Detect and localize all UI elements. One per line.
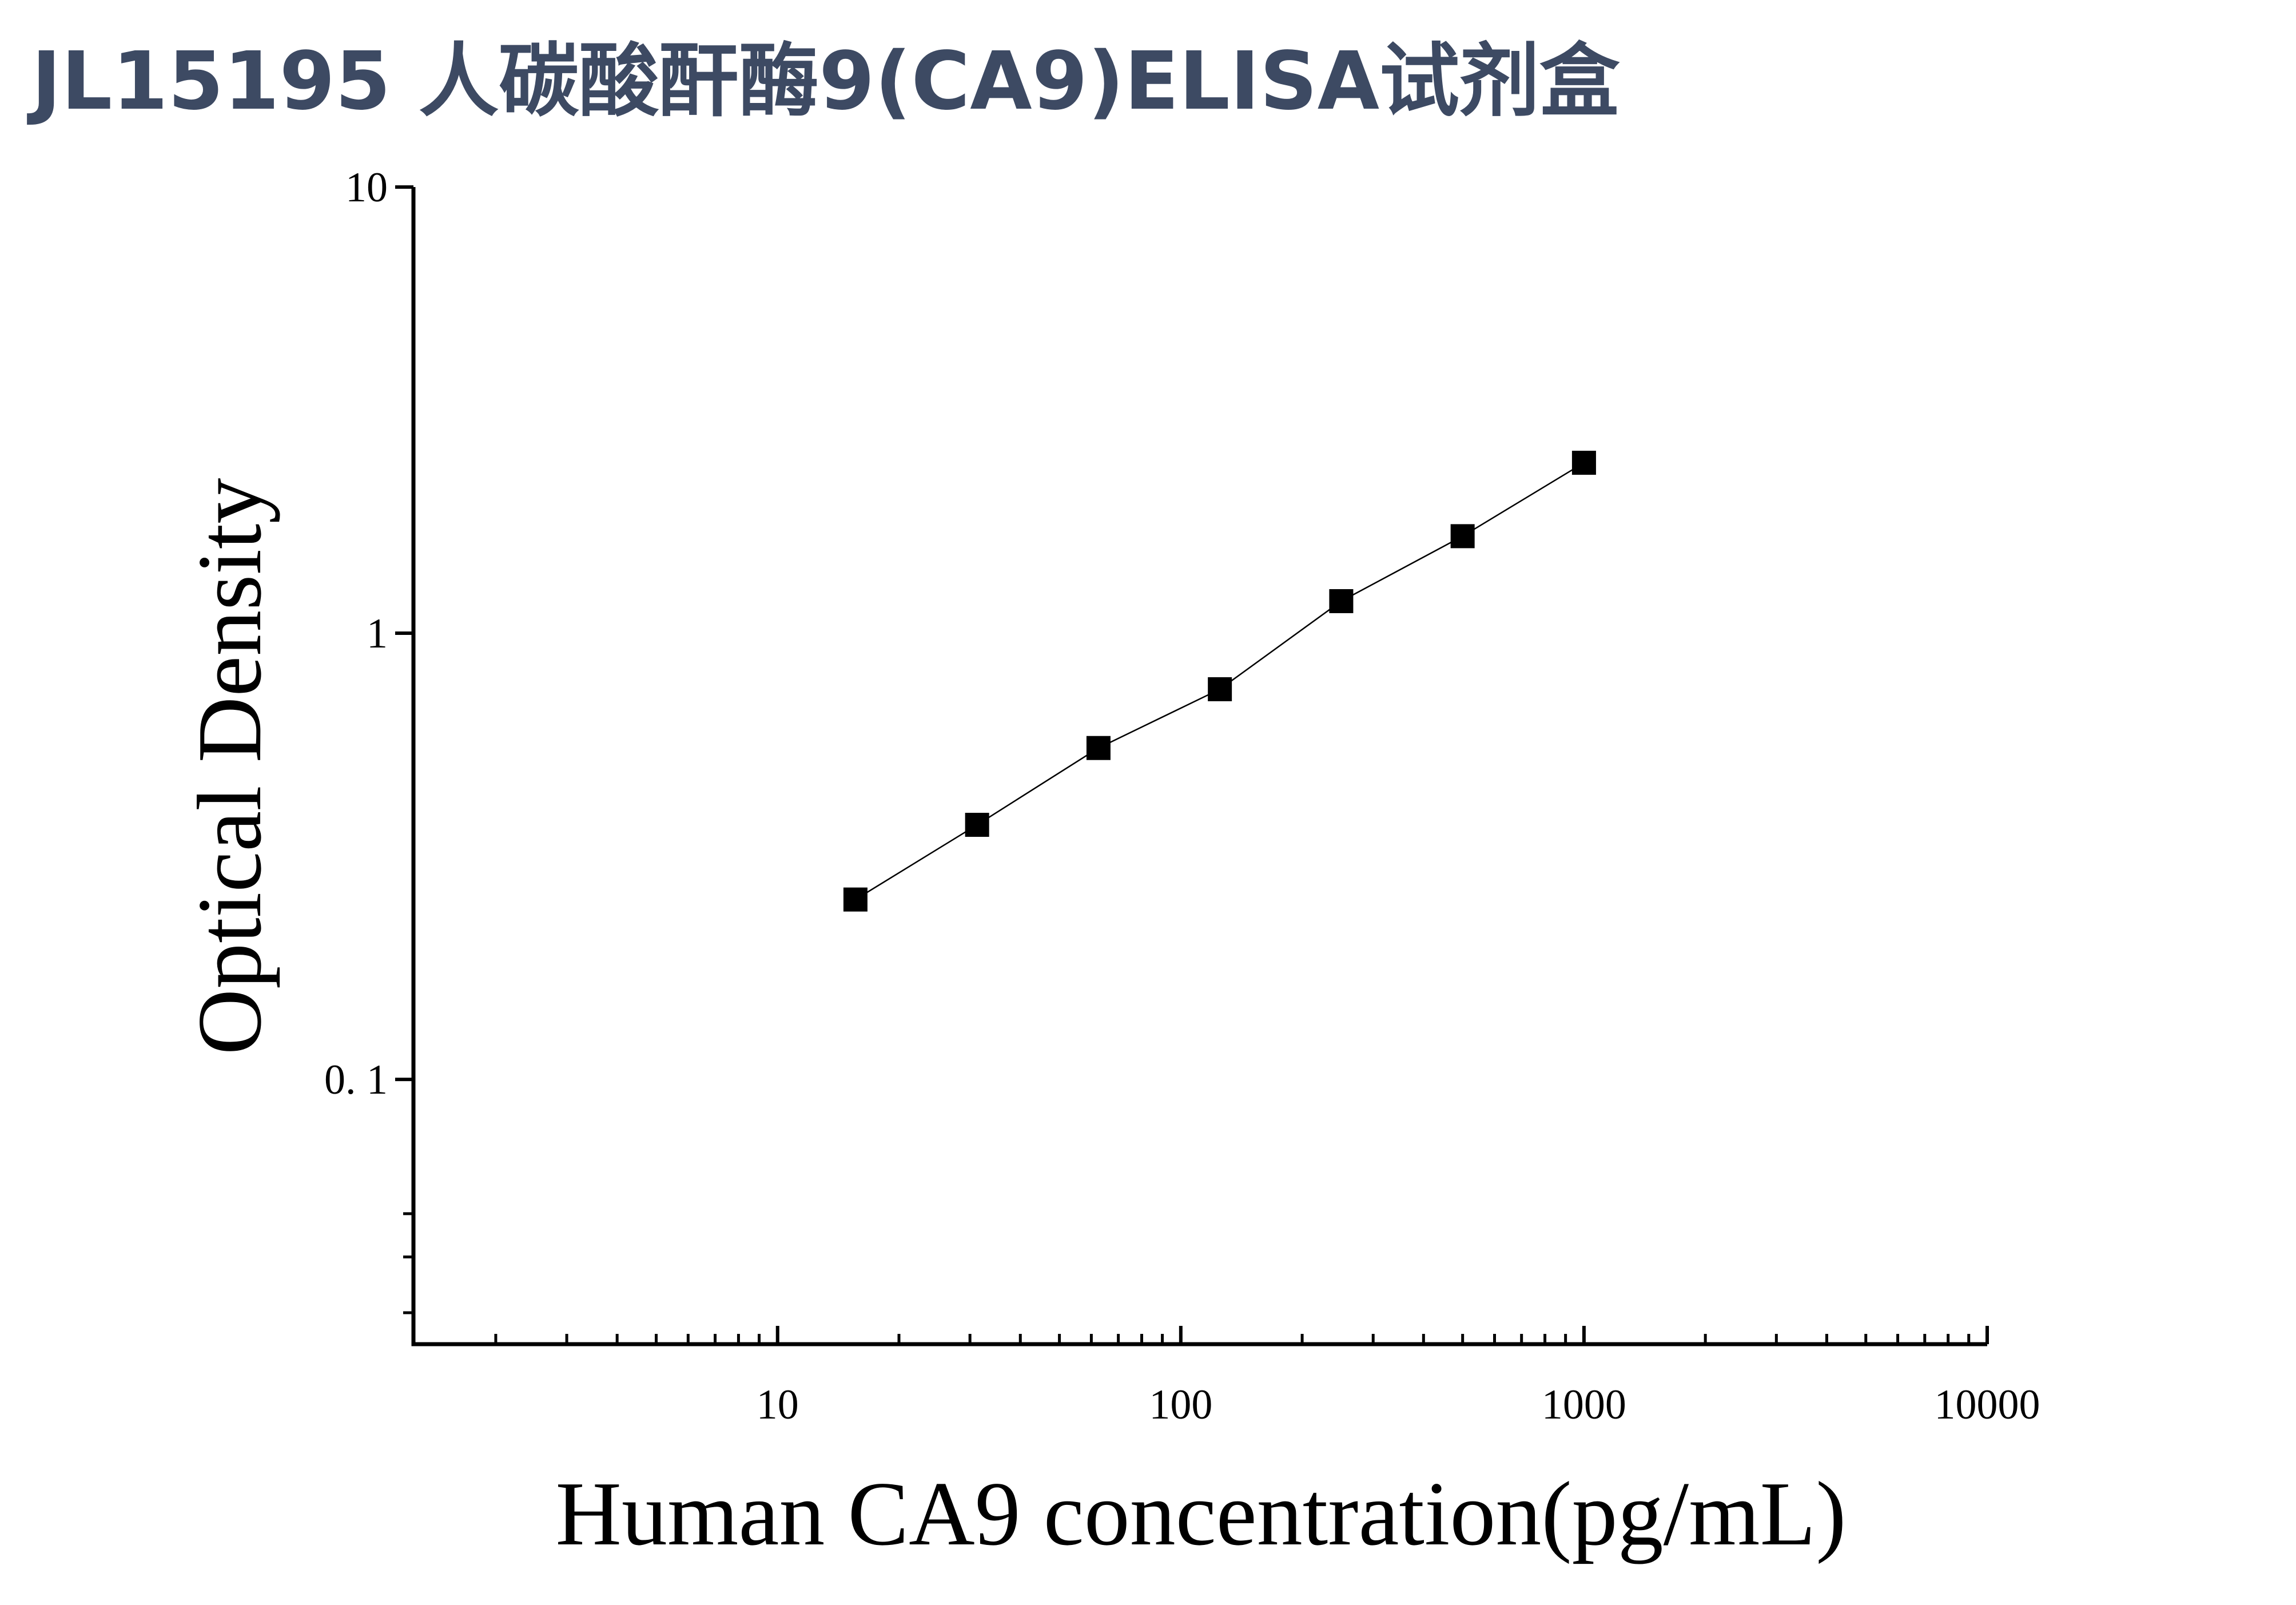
data-point [1086,736,1111,760]
x-tick-label: 10 [757,1381,799,1428]
data-point [1208,677,1232,701]
y-tick-label: 0. 1 [324,1056,388,1103]
x-axis-label: Human CA9 concentration(pg/mL) [555,1463,1846,1564]
chart-title: JL15195 人碳酸酐酶9(CA9)ELISA试剂盒 [27,35,1620,128]
y-tick-label: 10 [345,164,388,211]
x-tick-label: 10000 [1935,1381,2040,1428]
y-tick-label: 1 [367,610,388,657]
x-tick-label: 100 [1149,1381,1212,1428]
data-point [1571,451,1596,475]
x-tick-label: 1000 [1542,1381,1626,1428]
data-point [965,813,989,837]
data-point [1450,524,1475,549]
data-point [1329,589,1354,613]
data-point [843,887,868,912]
y-axis-label: Optical Density [178,478,280,1055]
